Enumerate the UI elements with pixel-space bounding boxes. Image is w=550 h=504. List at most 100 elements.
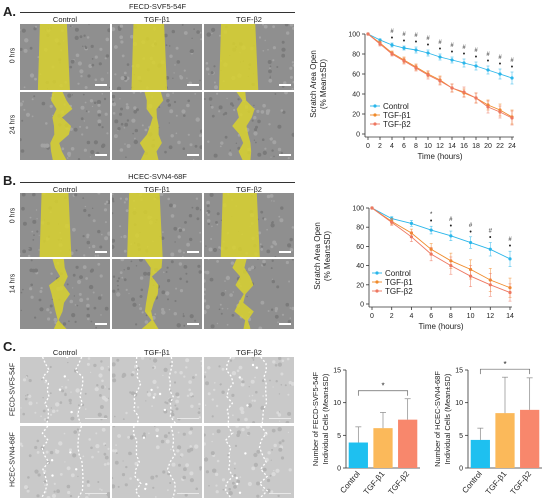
sig-mark-dot: • <box>469 229 472 236</box>
sig-mark-dot: • <box>415 39 418 46</box>
panel-c-col-tgfb2: TGF-β2 <box>236 348 262 357</box>
sig-mark: * <box>381 382 384 391</box>
sig-mark-hash: # <box>449 217 453 223</box>
sig-mark-dot: • <box>430 218 433 225</box>
scale-bar <box>95 251 107 253</box>
y-axis-label-line1: Number of FECD-SVF5-54F <box>311 371 320 466</box>
data-point <box>468 274 473 278</box>
sig-mark-dot: • <box>439 46 442 53</box>
x-tick-label: 20 <box>484 143 492 150</box>
panel-b-col-tgfb2: TGF-β2 <box>236 185 262 194</box>
scale-bar <box>269 417 291 419</box>
chart-c1-individual-cells: 0 5 10 15 Control TGF-β1 TGF-β2 * Number of FECD… <box>311 368 420 497</box>
y-tick-label: 5 <box>337 433 341 440</box>
data-point <box>409 235 414 239</box>
scale-bar <box>279 251 291 253</box>
scale-bar <box>177 417 199 419</box>
sig-mark-hash: # <box>486 52 490 58</box>
data-point <box>498 72 502 76</box>
bar-2 <box>398 419 418 468</box>
x-tick-label: 2 <box>378 143 382 150</box>
x-tick-label: 0 <box>370 313 374 320</box>
data-point <box>370 206 374 210</box>
scale-bar <box>85 417 107 419</box>
x-tick-label: 14 <box>506 313 514 320</box>
x-tick-label: 16 <box>460 143 468 150</box>
bar-1 <box>373 428 393 468</box>
data-point <box>450 58 454 62</box>
sig-mark-dot: • <box>391 35 394 42</box>
y-tick-label: 10 <box>455 400 463 407</box>
data-point <box>429 252 433 256</box>
legend-label-1: TGF-β1 <box>385 278 413 287</box>
y-tick-label: 80 <box>352 52 360 59</box>
bar-0 <box>348 442 368 468</box>
sig-mark-dot: • <box>499 61 502 68</box>
y-tick-label: 60 <box>356 244 364 251</box>
data-point <box>426 73 430 77</box>
category-label-1: TGF-β1 <box>362 469 387 496</box>
legend-marker <box>373 113 377 117</box>
x-tick-label: 14 <box>448 143 456 150</box>
x-axis-label: Time (hours) <box>418 322 463 331</box>
panel-b-col-control: Control <box>52 185 78 194</box>
y-tick-label: 0 <box>356 132 360 139</box>
scale-bar <box>95 154 107 156</box>
sig-mark-hash: # <box>498 55 502 61</box>
y-tick-label: 60 <box>352 72 360 79</box>
sig-mark-hash: # <box>469 223 473 229</box>
x-tick-label: 8 <box>414 143 418 150</box>
sig-mark-hash: # <box>438 40 442 46</box>
scale-bar <box>187 323 199 325</box>
panel-a-row-24hrs: 24 hrs <box>9 114 17 135</box>
data-point <box>414 66 418 70</box>
chart-b-scratch-area: 0 20 40 60 80 100 0 2 4 6 8 10 12 14 Time (hours) Scrat… <box>313 206 514 332</box>
data-point <box>438 55 442 59</box>
sig-mark-dot: • <box>403 38 406 45</box>
micrograph-a-24hrs-tgfb1 <box>112 92 202 160</box>
y-axis-label-line1: Scratch Area Open <box>313 222 322 290</box>
micrograph-a-0hrs-control <box>20 24 110 90</box>
y-tick-label: 0 <box>337 466 341 473</box>
panel-b-header-line <box>20 182 295 183</box>
micrograph-b-14hrs-tgfb1 <box>112 259 202 329</box>
legend-marker <box>375 280 379 284</box>
bar-0 <box>470 439 490 468</box>
data-point <box>510 76 514 80</box>
legend-label-0: Control <box>383 102 409 111</box>
scale-bar <box>187 154 199 156</box>
legend-marker <box>373 104 377 108</box>
y-axis-label-line1: Scratch Area Open <box>309 50 318 118</box>
data-point <box>474 96 478 100</box>
panel-c-col-tgfb1: TGF-β1 <box>144 348 170 357</box>
sig-mark-dot: • <box>509 243 512 250</box>
micrograph-c-hcec-control <box>20 426 110 498</box>
y-tick-label: 80 <box>356 225 364 232</box>
sig-mark-hash: # <box>414 33 418 39</box>
bar-2 <box>520 409 540 468</box>
y-axis-label: Number of FECD-SVF5-54F Individual Cells … <box>311 371 330 466</box>
y-tick-label: 20 <box>356 282 364 289</box>
sig-mark-hash: # <box>426 36 430 42</box>
data-point <box>390 43 394 47</box>
data-point <box>474 64 478 68</box>
micrograph-c-hcec-tgfb2 <box>204 426 294 498</box>
sig-mark-hash: # <box>474 48 478 54</box>
x-tick-label: 6 <box>402 143 406 150</box>
panel-a-header-line <box>20 12 295 13</box>
sig-bracket <box>357 390 409 396</box>
data-point <box>414 48 418 52</box>
panel-b-row-14hrs: 14 hrs <box>9 273 17 294</box>
data-point <box>366 32 370 36</box>
sig-mark-dot: • <box>463 51 466 58</box>
panel-a-col-tgfb2: TGF-β2 <box>236 15 262 24</box>
scale-bar <box>269 492 291 494</box>
micrograph-b-14hrs-tgfb2 <box>204 259 294 329</box>
sig-mark-hash: # <box>402 32 406 38</box>
sig-mark-dot: • <box>450 223 453 230</box>
y-tick-label: 15 <box>455 368 463 375</box>
data-point <box>508 290 512 295</box>
series-line-0 <box>371 207 511 260</box>
panel-c-row-hcec: HCEC-SVN4-68F <box>9 432 17 487</box>
scale-bar <box>95 323 107 325</box>
